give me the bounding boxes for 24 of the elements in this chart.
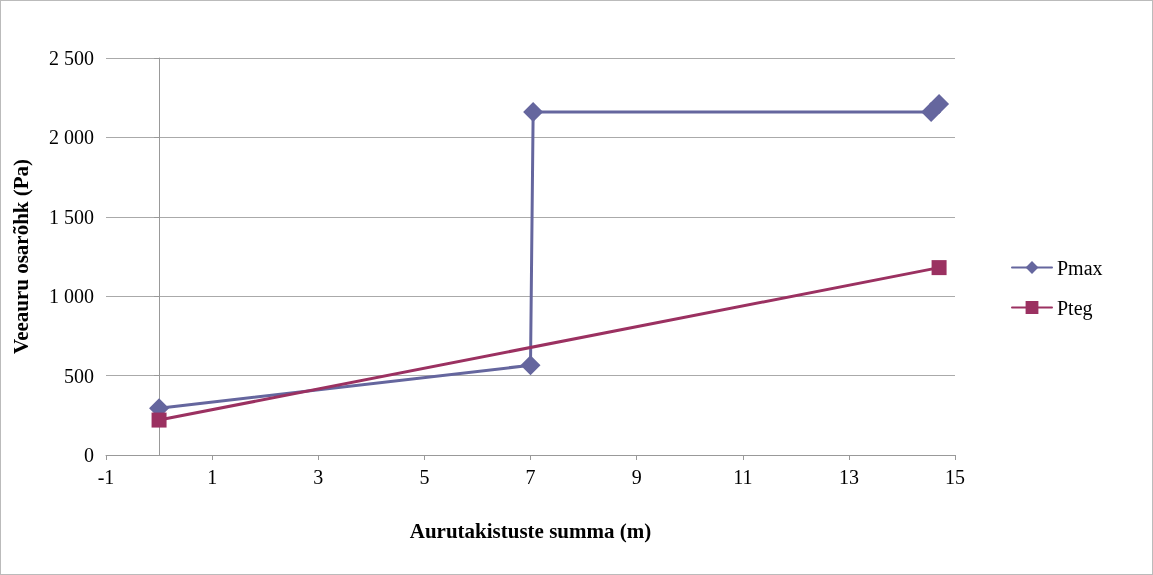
y-tick-label: 2 500 bbox=[49, 47, 94, 69]
x-tick-label: 7 bbox=[525, 466, 536, 488]
point bbox=[520, 355, 541, 376]
y-axis-title: Veeauru osarõhk (Pa) bbox=[8, 158, 33, 355]
point bbox=[151, 412, 167, 428]
x-tick-label: 9 bbox=[631, 466, 642, 488]
y-tick-label: 500 bbox=[64, 364, 94, 387]
x-tick-label: 15 bbox=[945, 466, 965, 488]
legend-label: Pmax bbox=[1057, 256, 1103, 279]
x-tick-label: 13 bbox=[838, 466, 859, 488]
y-tick-label: 2 000 bbox=[49, 126, 94, 149]
x-axis-title: Aurutakistuste summa (m) bbox=[409, 518, 652, 543]
legend-label: Pteg bbox=[1057, 296, 1093, 320]
x-tick-label: -1 bbox=[97, 466, 115, 488]
x-tick-label: 11 bbox=[733, 466, 753, 488]
y-tick-label: 1 500 bbox=[49, 205, 94, 228]
x-tick-label: 1 bbox=[207, 466, 218, 488]
y-tick-label: 1 000 bbox=[49, 285, 94, 308]
point bbox=[931, 260, 947, 276]
x-tick-label: 3 bbox=[313, 466, 324, 488]
y-tick-label: 0 bbox=[84, 444, 94, 466]
point bbox=[929, 94, 950, 115]
x-tick-label: 5 bbox=[419, 466, 430, 488]
point bbox=[523, 101, 544, 122]
